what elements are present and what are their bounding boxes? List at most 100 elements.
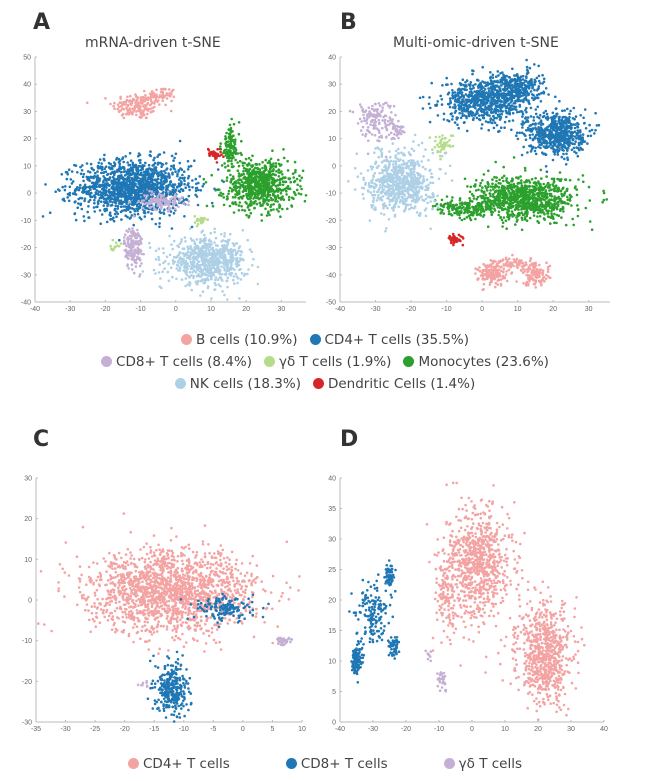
series--t-cells <box>109 215 210 252</box>
data-point <box>154 272 157 275</box>
data-point <box>265 168 268 171</box>
data-point <box>245 192 248 196</box>
data-point <box>181 173 184 177</box>
data-point <box>533 149 537 153</box>
data-point <box>272 162 275 165</box>
data-point <box>125 112 128 116</box>
data-point <box>246 164 249 167</box>
data-point <box>200 249 203 252</box>
data-point <box>132 181 136 185</box>
data-point <box>112 104 115 108</box>
data-point <box>292 180 296 184</box>
data-point <box>158 217 162 220</box>
data-point <box>132 271 136 275</box>
data-point <box>533 83 537 86</box>
data-point <box>126 236 130 239</box>
data-point <box>232 122 236 126</box>
data-point <box>213 270 217 274</box>
data-point <box>139 249 143 252</box>
data-point <box>158 222 161 225</box>
data-point <box>263 164 267 167</box>
data-point <box>208 250 211 254</box>
data-point <box>228 123 232 127</box>
data-point <box>100 162 103 165</box>
data-point <box>227 252 230 255</box>
data-point <box>263 188 267 191</box>
data-point <box>77 188 81 192</box>
data-point <box>489 71 492 74</box>
data-point <box>228 146 232 149</box>
data-point <box>237 249 240 253</box>
data-point <box>246 172 249 175</box>
data-point <box>145 197 148 200</box>
data-point <box>123 167 126 171</box>
data-point <box>113 101 116 105</box>
data-point <box>208 245 212 248</box>
data-point <box>262 176 265 180</box>
data-point <box>497 85 500 88</box>
data-point <box>218 188 221 191</box>
data-point <box>89 162 93 166</box>
data-point <box>178 139 182 143</box>
data-point <box>127 245 131 249</box>
data-point <box>159 181 163 184</box>
data-point <box>195 182 198 186</box>
data-point <box>489 79 493 82</box>
data-point <box>187 182 190 185</box>
data-point <box>513 89 517 92</box>
data-point <box>255 163 259 166</box>
data-point <box>298 174 301 178</box>
data-point <box>210 247 213 251</box>
data-point <box>82 188 86 191</box>
data-point <box>174 170 177 173</box>
data-point <box>159 88 163 91</box>
data-point <box>237 196 240 200</box>
data-point <box>516 110 519 114</box>
y-tick-label: 50 <box>23 55 31 62</box>
data-point <box>254 166 257 170</box>
data-point <box>526 81 530 85</box>
data-point <box>225 279 228 283</box>
data-point <box>457 126 461 130</box>
data-point <box>148 241 151 245</box>
data-point <box>245 213 248 217</box>
data-point <box>96 170 99 173</box>
data-point <box>259 176 263 180</box>
data-point <box>135 242 139 246</box>
data-point <box>122 116 126 120</box>
data-point <box>215 263 219 267</box>
data-point <box>196 222 200 226</box>
data-point <box>126 256 129 260</box>
data-point <box>476 268 480 272</box>
data-point <box>219 191 223 195</box>
data-point <box>442 118 446 121</box>
data-point <box>275 189 278 192</box>
data-point <box>223 235 226 238</box>
data-point <box>272 203 276 206</box>
data-point <box>171 171 174 175</box>
data-point <box>99 200 103 203</box>
data-point <box>139 112 143 116</box>
data-point <box>445 83 448 86</box>
data-point <box>130 263 134 267</box>
data-point <box>162 151 166 154</box>
data-point <box>160 188 163 191</box>
data-point <box>482 282 486 286</box>
data-point <box>199 294 202 297</box>
data-point <box>260 213 263 216</box>
data-point <box>190 288 193 292</box>
data-point <box>122 107 126 111</box>
data-point <box>505 78 508 82</box>
data-point <box>485 274 489 278</box>
data-point <box>277 158 280 162</box>
data-point <box>523 93 526 96</box>
data-point <box>239 278 243 281</box>
data-point <box>232 244 236 247</box>
data-point <box>115 210 118 214</box>
data-point <box>299 179 302 182</box>
data-point <box>154 249 158 253</box>
data-point <box>195 219 199 222</box>
data-point <box>111 201 114 204</box>
data-point <box>96 205 99 208</box>
data-point <box>453 96 457 99</box>
